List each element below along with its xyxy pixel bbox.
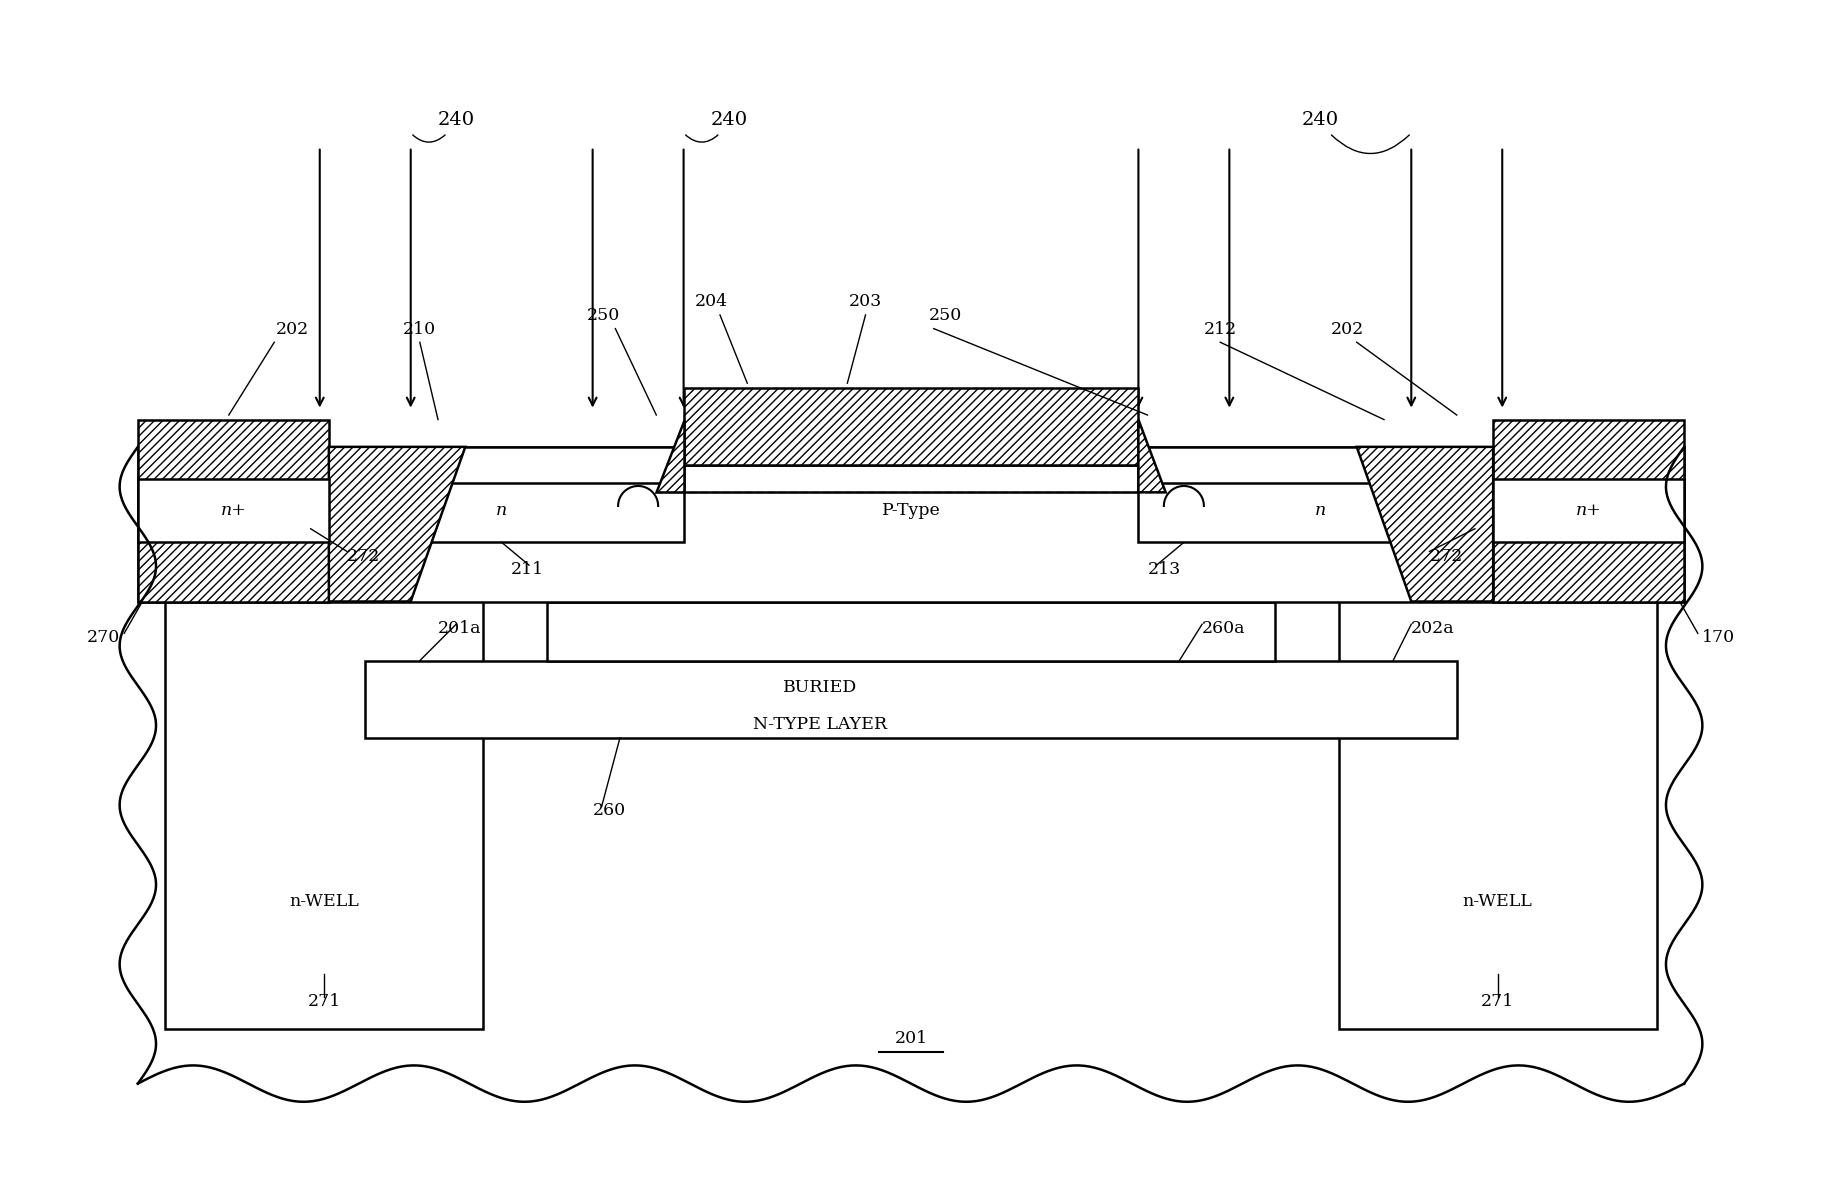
Text: 211: 211 <box>510 561 545 577</box>
Text: n-WELL: n-WELL <box>1463 893 1532 911</box>
Polygon shape <box>1139 420 1166 492</box>
Text: 260: 260 <box>592 802 625 819</box>
Text: 270: 270 <box>86 629 120 646</box>
Polygon shape <box>1357 446 1494 602</box>
Text: 202: 202 <box>1332 321 1365 338</box>
Text: n: n <box>1315 502 1326 518</box>
Text: 204: 204 <box>694 294 727 310</box>
Text: 203: 203 <box>849 294 882 310</box>
Bar <box>138 446 1684 1084</box>
Text: 250: 250 <box>929 307 962 324</box>
Text: 240: 240 <box>437 111 476 129</box>
Bar <box>138 479 328 543</box>
Bar <box>683 466 1139 492</box>
Bar <box>364 660 1458 737</box>
Text: 201: 201 <box>895 1030 927 1047</box>
Text: 213: 213 <box>1148 561 1181 577</box>
Text: 271: 271 <box>308 994 341 1011</box>
Bar <box>1494 479 1684 543</box>
Text: 240: 240 <box>711 111 749 129</box>
Text: n-WELL: n-WELL <box>290 893 359 911</box>
Text: 250: 250 <box>587 307 619 324</box>
Text: 170: 170 <box>1702 629 1736 646</box>
Bar <box>683 387 1139 466</box>
Bar <box>1339 592 1656 1029</box>
Text: P-Type: P-Type <box>882 502 940 518</box>
Bar <box>1494 420 1684 602</box>
Text: BURIED: BURIED <box>783 680 856 697</box>
Text: 260a: 260a <box>1203 621 1246 638</box>
Text: n: n <box>496 502 507 518</box>
Bar <box>138 420 328 602</box>
Polygon shape <box>656 420 683 492</box>
Bar <box>410 484 683 543</box>
Text: 212: 212 <box>1204 321 1237 338</box>
Bar <box>1139 484 1412 543</box>
Bar <box>166 592 483 1029</box>
Text: N-TYPE LAYER: N-TYPE LAYER <box>752 716 887 733</box>
Text: 201a: 201a <box>437 621 481 638</box>
Text: n+: n+ <box>220 502 246 518</box>
Text: 271: 271 <box>1481 994 1514 1011</box>
Text: 202: 202 <box>275 321 310 338</box>
Text: 272: 272 <box>1430 547 1463 564</box>
Text: 272: 272 <box>346 547 381 564</box>
Bar <box>138 446 1684 602</box>
Polygon shape <box>328 446 465 602</box>
Text: 210: 210 <box>403 321 437 338</box>
Text: 202a: 202a <box>1412 621 1456 638</box>
Bar <box>547 602 1275 660</box>
Text: n+: n+ <box>1576 502 1602 518</box>
Text: 240: 240 <box>1303 111 1339 129</box>
